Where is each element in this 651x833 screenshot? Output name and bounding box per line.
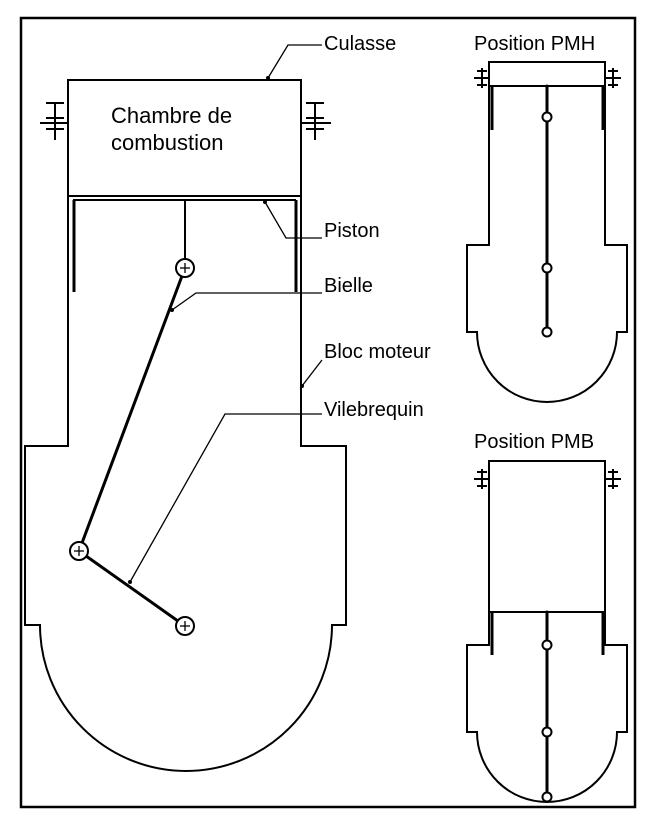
pmh-piston-pin — [541, 111, 553, 123]
connecting-rod — [77, 266, 187, 553]
label-bielle: Bielle — [324, 275, 373, 297]
pmb-head-bolt-right — [605, 469, 621, 489]
label-culasse: Culasse — [324, 33, 396, 55]
cylinder-head — [67, 79, 302, 197]
crank-arm — [77, 549, 187, 628]
engine-block — [24, 196, 347, 772]
pmh-crankshaft-axis — [541, 326, 553, 338]
leader-bielle — [171, 292, 322, 311]
head-bolt-left — [40, 102, 68, 140]
pmh-crank-pin — [541, 262, 553, 274]
crankshaft-axis — [175, 616, 195, 636]
piston-pin — [175, 258, 195, 278]
label-chambre-line2: combustion — [111, 130, 224, 155]
pmb-head-bolt-left — [474, 469, 489, 489]
pmh-head-bolt-left — [474, 68, 489, 88]
label-vilebrequin: Vilebrequin — [324, 399, 424, 421]
label-piston: Piston — [324, 220, 380, 242]
pmb-crank-pin — [541, 791, 553, 803]
crank-pin — [69, 541, 89, 561]
main-engine — [24, 44, 347, 772]
label-position-pmh: Position PMH — [474, 33, 595, 55]
label-bloc-moteur: Bloc moteur — [324, 341, 431, 363]
label-position-pmb: Position PMB — [474, 431, 594, 453]
leader-culasse — [267, 44, 322, 79]
head-bolt-right — [301, 102, 331, 140]
leader-piston — [264, 201, 322, 239]
label-chambre-line1: Chambre de — [111, 103, 232, 128]
pmh-engine-block — [466, 86, 628, 403]
pmb-crankshaft-axis — [541, 726, 553, 738]
pmb-piston-pin — [541, 639, 553, 651]
pmh-engine — [466, 61, 628, 403]
diagram-frame — [19, 16, 637, 809]
pmh-cylinder-head — [488, 61, 606, 87]
pmb-engine — [466, 460, 628, 803]
pmh-head-bolt-right — [605, 68, 621, 88]
leader-bloc-moteur — [301, 359, 323, 387]
leader-vilebrequin — [129, 413, 322, 583]
